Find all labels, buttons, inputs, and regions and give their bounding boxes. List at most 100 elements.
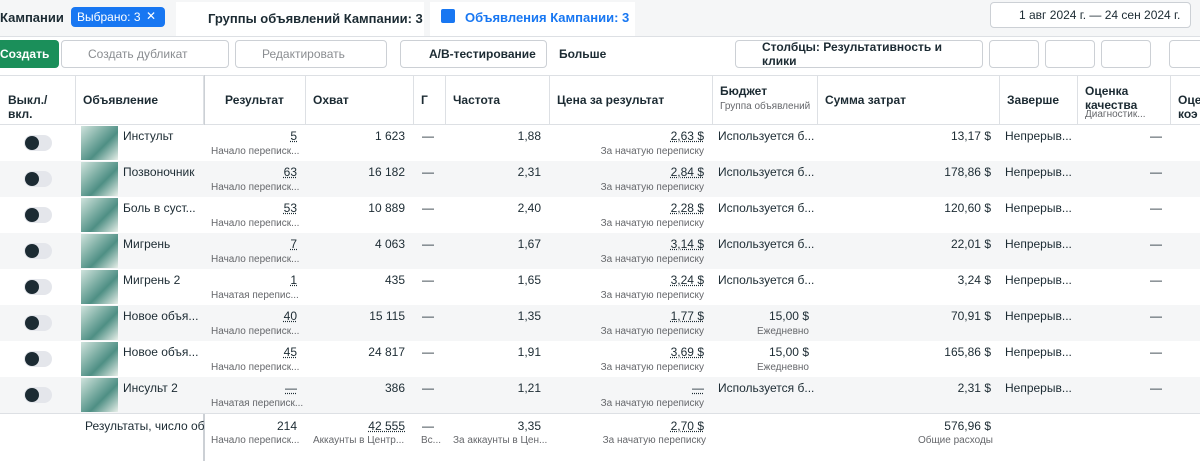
icon-button[interactable] bbox=[1101, 40, 1151, 68]
column-header[interactable]: Частота bbox=[453, 93, 501, 107]
edit-button[interactable]: Редактировать bbox=[235, 40, 387, 68]
cell-cost: 3,24 $ bbox=[670, 273, 704, 287]
cell-status: Непрерыв... bbox=[1005, 165, 1072, 179]
cell-cost: 1,77 $ bbox=[670, 309, 704, 323]
column-header[interactable]: Оценка качества bbox=[1085, 84, 1138, 112]
cell-sub: За начатую переписку bbox=[600, 182, 704, 193]
cell-g: — bbox=[422, 309, 434, 323]
column-border bbox=[413, 75, 414, 125]
selected-chip[interactable]: Выбрано: 3 bbox=[71, 7, 165, 27]
ad-name[interactable]: Инсульт 2 bbox=[123, 381, 178, 395]
cell-spend: 22,01 $ bbox=[950, 237, 991, 251]
cell-freq: 1,91 bbox=[517, 345, 541, 359]
footer-sub: Общие расходы bbox=[917, 435, 993, 446]
row bbox=[0, 305, 1200, 341]
cell-sub: Начатая переписк... bbox=[211, 398, 304, 409]
footer-sub: Вс... bbox=[421, 435, 442, 446]
column-header[interactable]: Заверше bbox=[1007, 93, 1060, 107]
column-header[interactable]: Оце коэ bbox=[1178, 93, 1200, 121]
ad-name[interactable]: Новое объя... bbox=[123, 309, 199, 323]
cell-spend: 178,86 $ bbox=[944, 165, 991, 179]
duplicate-button[interactable]: Создать дубликат bbox=[61, 40, 229, 68]
thumbnail bbox=[81, 234, 118, 268]
cell-g: — bbox=[422, 201, 434, 215]
chip-close[interactable]: ✕ bbox=[146, 9, 157, 23]
ad-name[interactable]: Мигрень bbox=[123, 237, 171, 251]
cell-quality: — bbox=[1150, 309, 1162, 323]
cell-budget: Используется б... bbox=[718, 165, 815, 179]
column-border bbox=[203, 75, 204, 125]
row bbox=[0, 233, 1200, 269]
cell-sub: За начатую переписку bbox=[600, 398, 704, 409]
ad-name[interactable]: Мигрень 2 bbox=[123, 273, 181, 287]
toggle-knob bbox=[25, 388, 39, 402]
toggle-knob bbox=[25, 352, 39, 366]
toggle-knob bbox=[25, 280, 39, 294]
cell-budget: Используется б... bbox=[718, 129, 815, 143]
icon-button[interactable] bbox=[1045, 40, 1095, 68]
cell-reach: 24 817 bbox=[368, 345, 405, 359]
cell-sub: Начало переписк... bbox=[211, 362, 300, 373]
column-header[interactable]: Цена за результат bbox=[557, 93, 665, 107]
thumbnail bbox=[81, 162, 118, 196]
column-header[interactable]: Результат bbox=[225, 93, 284, 107]
cell-freq: 1,67 bbox=[517, 237, 541, 251]
ad-name[interactable]: Инстульт bbox=[123, 129, 174, 143]
cell-freq: 1,21 bbox=[517, 381, 541, 395]
cell-sub: За начатую переписку bbox=[600, 218, 704, 229]
cell-quality: — bbox=[1150, 165, 1162, 179]
column-border bbox=[305, 75, 306, 125]
column-header[interactable]: Бюджет bbox=[720, 84, 768, 98]
date-picker[interactable]: 1 авг 2024 г. — 24 сен 2024 г. bbox=[990, 2, 1192, 28]
thumbnail bbox=[81, 378, 118, 412]
cell-sub: За начатую переписку bbox=[600, 254, 704, 265]
ad-name[interactable]: Позвоночник bbox=[123, 165, 195, 179]
thumbnail bbox=[81, 270, 118, 304]
footer-sub: За начатую переписку bbox=[602, 435, 706, 446]
cell-sub: Начало переписк... bbox=[211, 182, 300, 193]
ad-name[interactable]: Новое объя... bbox=[123, 345, 199, 359]
cell-result: — bbox=[285, 381, 297, 395]
row bbox=[0, 125, 1200, 161]
footer-sub: Аккаунты в Центр... bbox=[313, 435, 405, 446]
toggle-knob bbox=[25, 172, 39, 186]
column-header[interactable]: Г bbox=[421, 93, 428, 107]
icon-button[interactable] bbox=[989, 40, 1039, 68]
tab-active bbox=[430, 2, 635, 36]
tab[interactable]: Кампании bbox=[0, 10, 64, 25]
icon-button[interactable] bbox=[1169, 40, 1200, 68]
column-header[interactable]: Охват bbox=[313, 93, 349, 107]
cell-result: 63 bbox=[283, 165, 297, 179]
cell-g: — bbox=[422, 129, 434, 143]
footer-reach: 42 555 bbox=[368, 419, 405, 433]
column-border bbox=[1077, 75, 1078, 125]
more-button[interactable]: Больше bbox=[559, 47, 607, 61]
ad-name[interactable]: Боль в суст... bbox=[123, 201, 196, 215]
create-button[interactable]: Создать bbox=[0, 40, 60, 68]
column-header-sub: Группа объявлений bbox=[720, 101, 811, 112]
cell-budget: 15,00 $ bbox=[768, 345, 809, 359]
footer-result: 214 bbox=[276, 419, 297, 433]
cell-quality: — bbox=[1150, 273, 1162, 287]
cell-sub: Начало переписк... bbox=[211, 254, 300, 265]
column-header[interactable]: Выкл./ вкл. bbox=[8, 93, 48, 121]
column-border bbox=[999, 75, 1000, 125]
footer-sub: За аккаунты в Цен... bbox=[453, 435, 548, 446]
cell-g: — bbox=[422, 381, 434, 395]
cell-spend: 13,17 $ bbox=[950, 129, 991, 143]
tab-icon bbox=[441, 9, 455, 23]
ab-button[interactable]: A/B-тестирование bbox=[400, 40, 547, 68]
cell-sub: За начатую переписку bbox=[600, 146, 704, 157]
column-header[interactable]: Сумма затрат bbox=[825, 93, 907, 107]
cell-g: — bbox=[422, 345, 434, 359]
cell-sub: Начатая перепис... bbox=[211, 290, 299, 301]
cell-reach: 10 889 bbox=[368, 201, 405, 215]
row bbox=[0, 161, 1200, 197]
columns-button[interactable]: Столбцы: Результативность и клики bbox=[735, 40, 983, 68]
tab[interactable]: Объявления Кампании: 3 bbox=[465, 10, 630, 25]
tab[interactable]: Группы объявлений Кампании: 3 bbox=[208, 11, 423, 26]
column-border bbox=[445, 75, 446, 125]
column-header[interactable]: Объявление bbox=[83, 93, 158, 107]
thumbnail bbox=[81, 126, 118, 160]
